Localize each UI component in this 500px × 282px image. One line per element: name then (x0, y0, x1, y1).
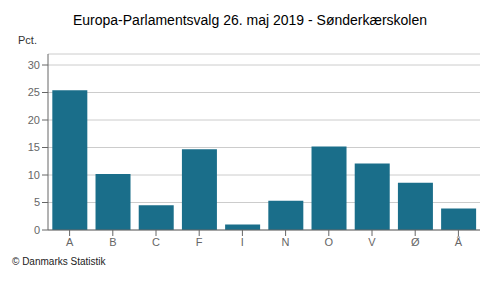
svg-text:20: 20 (28, 114, 40, 126)
svg-text:O: O (325, 236, 334, 248)
svg-text:10: 10 (28, 169, 40, 181)
svg-text:Ø: Ø (411, 236, 420, 248)
svg-text:F: F (196, 236, 203, 248)
svg-text:N: N (282, 236, 290, 248)
html-text:Pct.: Pct. (18, 34, 37, 46)
svg-text:5: 5 (34, 196, 40, 208)
html-text:© Danmarks Statistik: © Danmarks Statistik (12, 256, 106, 267)
svg-text:C: C (152, 236, 160, 248)
svg-text:A: A (66, 236, 74, 248)
svg-text:30: 30 (28, 59, 40, 71)
svg-text:I: I (241, 236, 244, 248)
svg-text:B: B (109, 236, 116, 248)
html-text:Europa-Parlamentsvalg 26. maj: Europa-Parlamentsvalg 26. maj 2019 - Søn… (73, 12, 427, 28)
svg-text:V: V (368, 236, 376, 248)
svg-text:25: 25 (28, 86, 40, 98)
svg-text:Å: Å (455, 236, 463, 248)
svg-text:15: 15 (28, 141, 40, 153)
svg-text:0: 0 (34, 224, 40, 236)
